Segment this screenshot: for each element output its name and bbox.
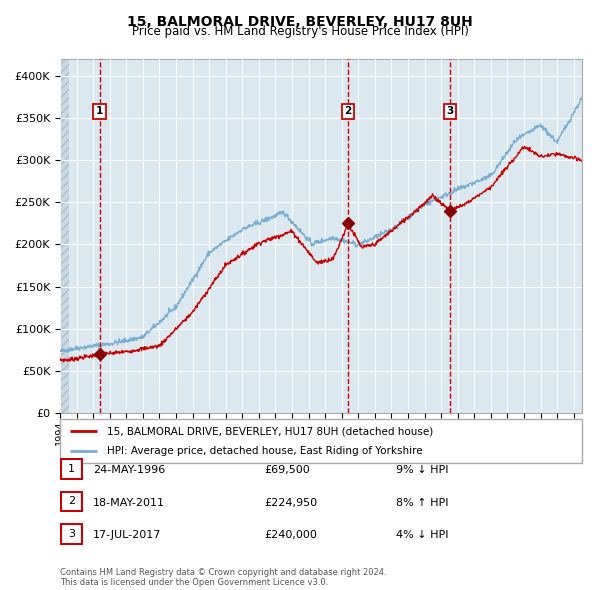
Text: 17-JUL-2017: 17-JUL-2017	[93, 530, 161, 540]
Text: 2: 2	[68, 497, 75, 506]
FancyBboxPatch shape	[61, 525, 82, 543]
Text: 3: 3	[446, 106, 454, 116]
FancyBboxPatch shape	[61, 460, 82, 478]
FancyBboxPatch shape	[61, 492, 82, 511]
Text: 2: 2	[344, 106, 352, 116]
Text: Contains HM Land Registry data © Crown copyright and database right 2024.
This d: Contains HM Land Registry data © Crown c…	[60, 568, 386, 587]
Text: 15, BALMORAL DRIVE, BEVERLEY, HU17 8UH: 15, BALMORAL DRIVE, BEVERLEY, HU17 8UH	[127, 15, 473, 29]
Text: HPI: Average price, detached house, East Riding of Yorkshire: HPI: Average price, detached house, East…	[107, 446, 422, 455]
Bar	[60, 59, 69, 413]
Text: £224,950: £224,950	[264, 498, 317, 507]
Text: 15, BALMORAL DRIVE, BEVERLEY, HU17 8UH (detached house): 15, BALMORAL DRIVE, BEVERLEY, HU17 8UH (…	[107, 427, 433, 436]
Text: 8% ↑ HPI: 8% ↑ HPI	[396, 498, 449, 507]
FancyBboxPatch shape	[60, 419, 582, 463]
Text: Price paid vs. HM Land Registry's House Price Index (HPI): Price paid vs. HM Land Registry's House …	[131, 25, 469, 38]
Text: £69,500: £69,500	[264, 466, 310, 475]
Text: 1: 1	[68, 464, 75, 474]
Text: 18-MAY-2011: 18-MAY-2011	[93, 498, 165, 507]
Text: 1: 1	[96, 106, 103, 116]
Text: 3: 3	[68, 529, 75, 539]
Text: £240,000: £240,000	[264, 530, 317, 540]
Text: 24-MAY-1996: 24-MAY-1996	[93, 466, 165, 475]
Text: 9% ↓ HPI: 9% ↓ HPI	[396, 466, 449, 475]
Text: 4% ↓ HPI: 4% ↓ HPI	[396, 530, 449, 540]
